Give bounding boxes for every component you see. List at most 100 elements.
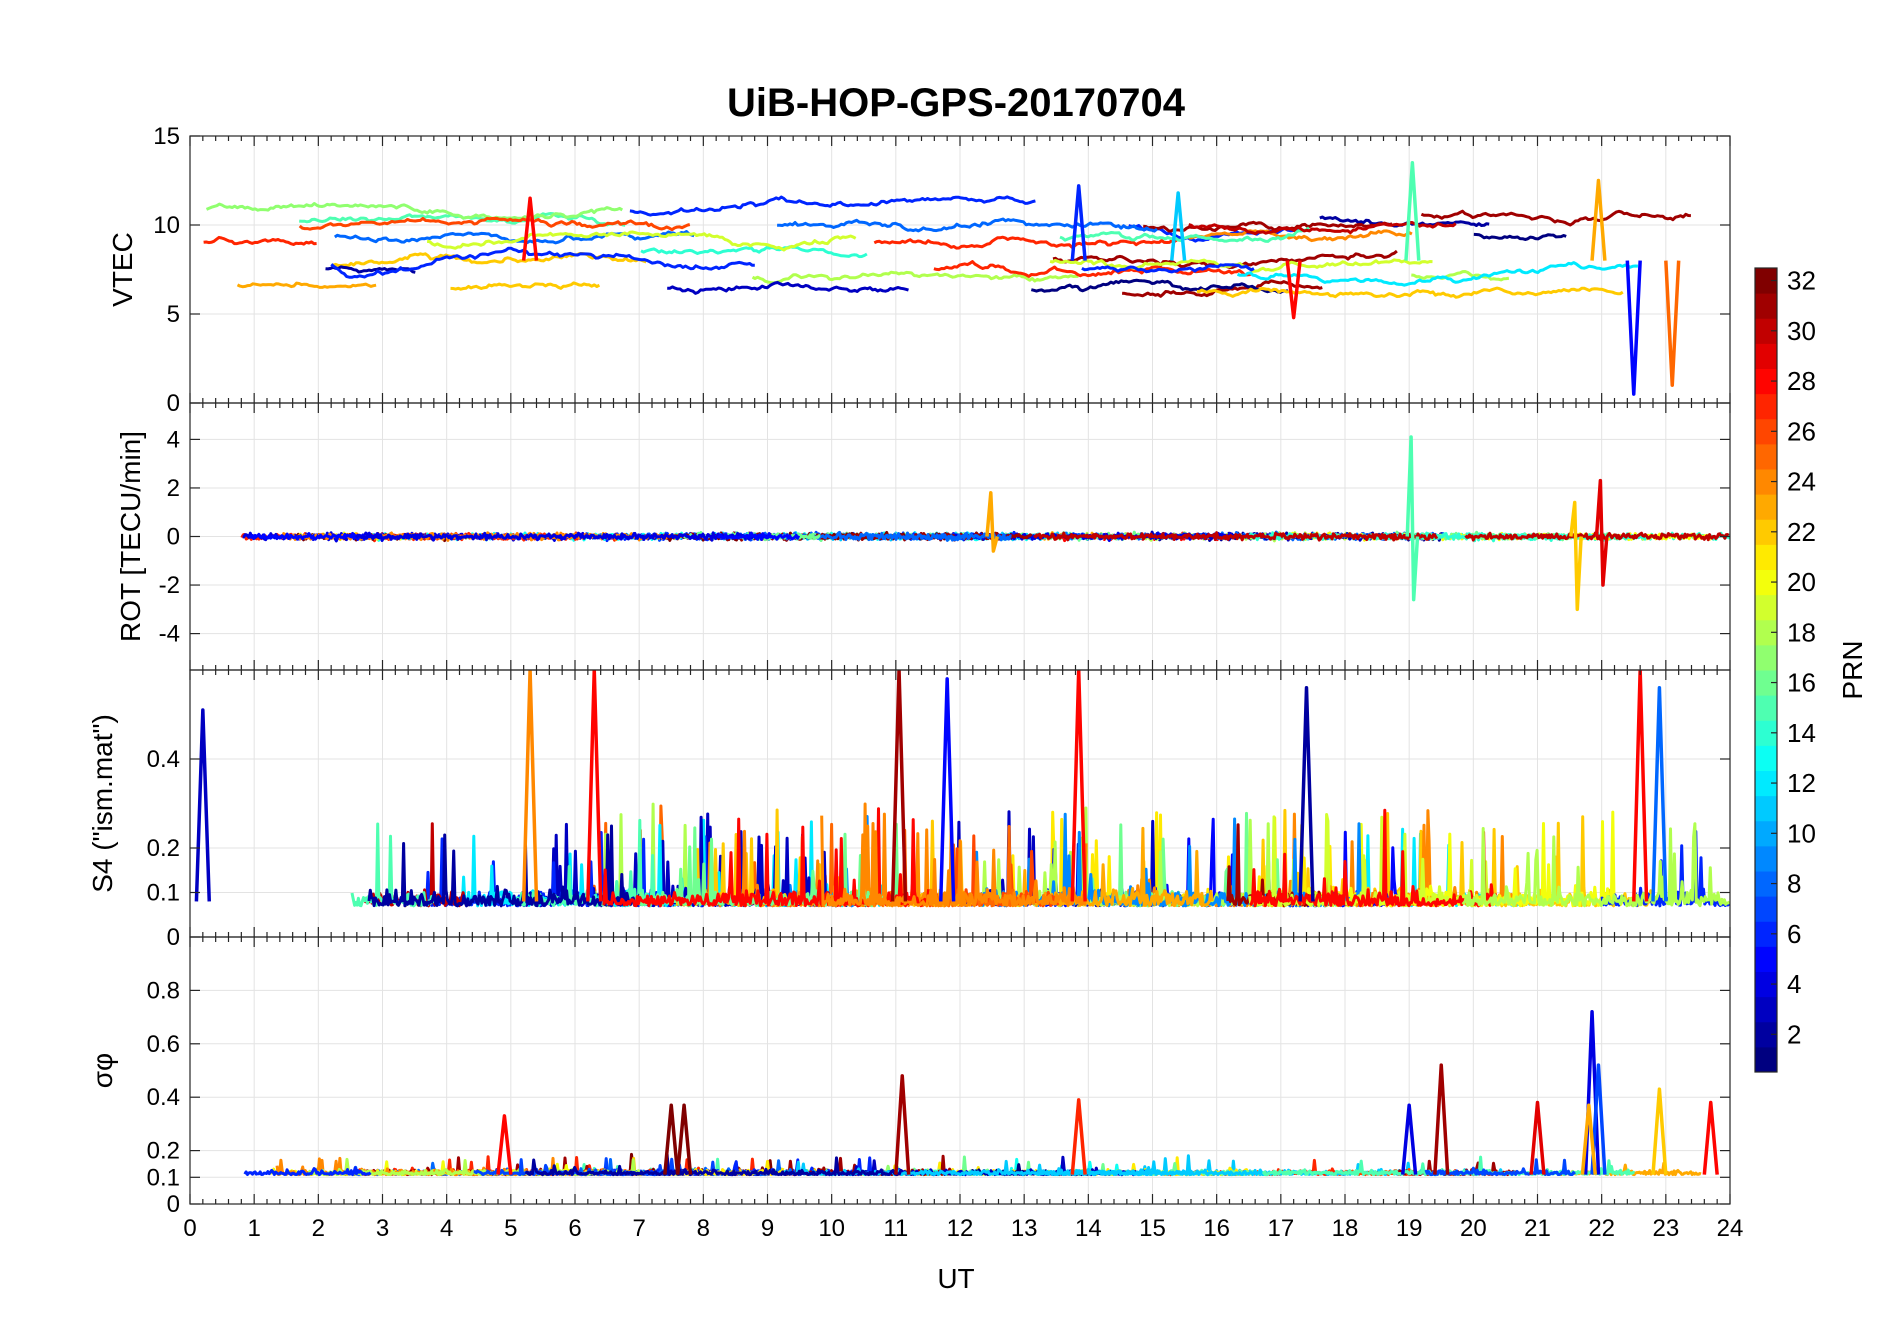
y-tick-label: 0.1 [147, 1164, 180, 1191]
y-tick-label: 0.2 [147, 835, 180, 862]
highlight-trace [496, 1114, 513, 1175]
highlight-trace [194, 708, 211, 902]
x-tick-label: 24 [1717, 1215, 1744, 1242]
highlight-trace [1702, 1100, 1719, 1175]
x-tick-label: 15 [1139, 1215, 1166, 1242]
highlight-trace [890, 670, 908, 902]
highlight-trace [1170, 191, 1187, 261]
highlight-trace [1580, 1103, 1597, 1175]
colorbar-tick-label: 4 [1787, 969, 1801, 999]
y-tick-label: 0 [167, 524, 180, 551]
y-axis-label-s4: S4 ("ism.mat") [87, 714, 118, 893]
highlight-trace [675, 1103, 693, 1175]
highlight-trace [1070, 670, 1087, 902]
colorbar-segment [1755, 820, 1777, 847]
y-tick-label: 10 [153, 212, 180, 239]
highlight-trace [1404, 160, 1421, 261]
x-tick-label: 20 [1460, 1215, 1487, 1242]
colorbar-segment [1755, 619, 1777, 646]
highlight-trace [1625, 260, 1642, 396]
colorbar-segment [1755, 971, 1777, 998]
colorbar-segment [1755, 268, 1777, 294]
panel-rot: -4 -2 0 2 4 ROT [TECU/min] [115, 402, 1731, 671]
x-tick-label: 11 [883, 1215, 908, 1242]
x-tick-label: 0 [183, 1215, 196, 1242]
prn-trace [330, 246, 755, 279]
colorbar-segment [1755, 393, 1777, 420]
prn-trace [1188, 229, 1413, 243]
x-tick-label: 1 [247, 1215, 260, 1242]
colorbar-tick-label: 8 [1787, 869, 1801, 899]
colorbar-tick-label: 30 [1787, 316, 1816, 346]
colorbar-tick-label: 26 [1787, 416, 1816, 446]
x-tick-label: 4 [440, 1215, 453, 1242]
colorbar-tick-label: 20 [1787, 567, 1816, 597]
prn-trace [205, 202, 624, 221]
highlight-trace [1569, 500, 1583, 612]
prn-trace [1249, 808, 1498, 908]
colorbar-segment [1755, 896, 1777, 922]
prn-trace [716, 531, 801, 541]
colorbar-tick-label: 12 [1787, 768, 1816, 798]
y-tick-label: 0.1 [147, 880, 180, 907]
prn-trace [873, 235, 1178, 250]
y-tick-label: 0 [167, 1191, 180, 1218]
colorbar-tick-label: 22 [1787, 517, 1816, 547]
y-tick-label: 0.2 [147, 1138, 180, 1165]
y-axis-label-sigma_phi: σφ [87, 1053, 118, 1088]
prn-trace [629, 195, 1036, 217]
x-tick-label: 19 [1396, 1215, 1423, 1242]
colorbar-segment [1755, 469, 1777, 495]
highlight-trace [1590, 178, 1607, 261]
x-tick-label: 12 [947, 1215, 974, 1242]
colorbar-segment [1755, 443, 1777, 470]
highlight-trace [1651, 686, 1668, 902]
prn-trace [1030, 278, 1289, 294]
highlight-trace [1529, 1100, 1546, 1175]
colorbar-segment [1755, 695, 1777, 721]
colorbar-segment [1755, 871, 1777, 897]
colorbar-segment [1755, 368, 1777, 395]
x-tick-label: 6 [568, 1215, 581, 1242]
y-tick-label: 0.8 [147, 977, 180, 1004]
y-tick-label: 0.4 [147, 1084, 180, 1111]
prn-trace [933, 260, 1253, 278]
highlight-trace [1632, 670, 1649, 902]
highlight-trace [1405, 435, 1420, 602]
colorbar-segment [1755, 494, 1777, 520]
prn-trace [640, 245, 868, 259]
highlight-trace [1594, 478, 1609, 587]
y-axis-label-rot: ROT [TECU/min] [115, 431, 146, 642]
prn-trace [1033, 531, 1439, 542]
highlight-trace [1664, 260, 1681, 387]
prn-trace [236, 281, 377, 289]
prn-trace [667, 281, 909, 295]
series-s4 [194, 670, 1730, 908]
prn-trace [1420, 209, 1691, 227]
y-tick-label: 0.6 [147, 1031, 180, 1058]
highlight-trace [586, 670, 603, 902]
colorbar-segment [1755, 569, 1777, 596]
colorbar-segment [1755, 996, 1777, 1023]
y-tick-label: 0 [167, 924, 180, 951]
y-tick-label: -2 [159, 572, 180, 599]
panel-vtec: 0 5 10 15 VTEC [107, 123, 1731, 417]
panel-s4: 0 0.1 0.2 0.4 S4 ("ism.mat") [87, 669, 1731, 951]
highlight-trace [894, 1074, 911, 1175]
prn-trace [1143, 220, 1393, 233]
prn-trace [1424, 1158, 1576, 1177]
highlight-trace [1401, 1103, 1418, 1175]
prn-trace [524, 1152, 903, 1177]
colorbar-tick-label: 28 [1787, 366, 1816, 396]
highlight-trace [939, 677, 956, 902]
colorbar-tick-label: 18 [1787, 617, 1816, 647]
prn-trace [1188, 221, 1457, 236]
x-tick-label: 18 [1332, 1215, 1359, 1242]
x-axis-label: UT [937, 1263, 974, 1294]
x-tick-label: 22 [1588, 1215, 1615, 1242]
colorbar-segment [1755, 343, 1777, 369]
series-vtec [203, 160, 1691, 396]
prn-trace [1411, 270, 1510, 282]
prn-trace [243, 1166, 372, 1177]
prn-trace [426, 230, 857, 252]
